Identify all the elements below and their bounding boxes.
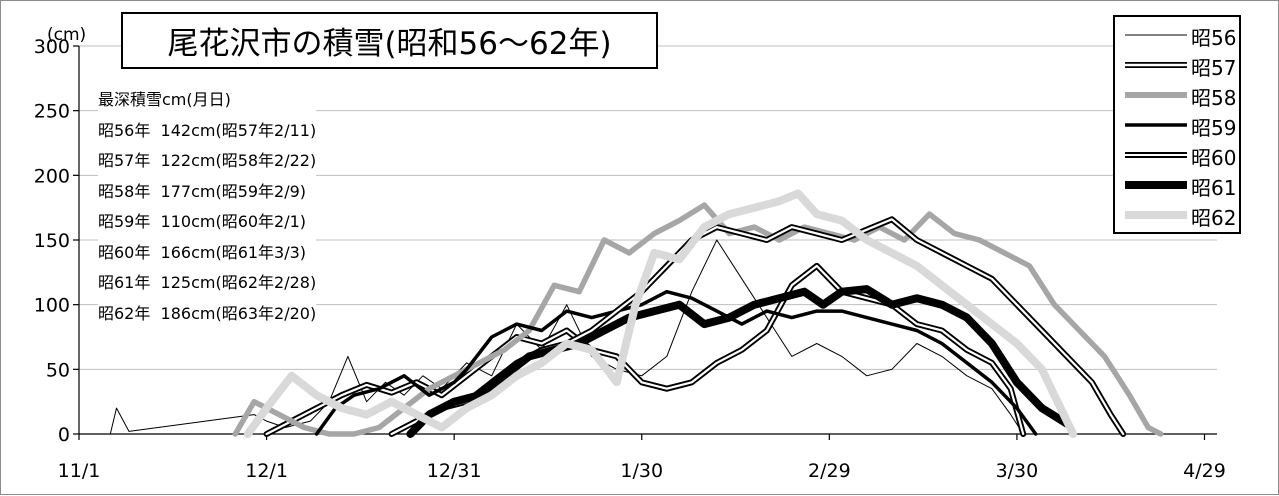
y-tick-label: 150: [34, 230, 70, 252]
legend-label: 昭62: [1191, 206, 1237, 230]
y-tick-label: 100: [34, 295, 70, 317]
y-tick-labels: 0 50 100 150 200 250 300: [34, 36, 70, 446]
note-line: 昭58年 177cm(昭59年2/9): [98, 181, 307, 201]
legend-label: 昭57: [1191, 56, 1237, 80]
note-line: 昭59年 110cm(昭60年2/1): [98, 212, 307, 231]
legend-label: 昭56: [1191, 26, 1237, 50]
series-昭61: [406, 285, 1071, 438]
series-line: [406, 285, 1071, 438]
x-tick-label: 2/29: [808, 460, 851, 482]
legend-swatch-thin: [1125, 34, 1187, 36]
series-昭56: [109, 239, 1024, 435]
y-tick-label: 50: [46, 359, 70, 381]
legend-swatch-double: [1125, 152, 1187, 158]
legend-label: 昭61: [1191, 176, 1237, 200]
y-tick-label: 0: [58, 424, 70, 446]
series-line: [314, 289, 1038, 436]
x-tick-label: 11/1: [58, 460, 101, 482]
chart-title: 尾花沢市の積雪(昭和56～62年): [121, 12, 658, 69]
legend: 昭56 昭57 昭58 昭59 昭60 昭61 昭62: [1113, 15, 1241, 234]
y-tick-label: 300: [34, 36, 70, 58]
y-tick-label: 200: [34, 165, 70, 187]
x-tick-labels: 11/1 12/1 12/31 1/30 2/29 3/30 4/29: [58, 460, 1226, 482]
note-line: 昭60年 166cm(昭61年3/3): [98, 242, 307, 262]
x-tick-label: 12/31: [427, 460, 482, 482]
legend-item: 昭60: [1123, 140, 1239, 170]
x-tick-label: 1/30: [620, 460, 663, 482]
legend-item: 昭59: [1123, 110, 1239, 140]
x-tick-label: 3/30: [996, 460, 1039, 482]
note-line: 昭56年 142cm(昭57年2/11): [98, 120, 317, 140]
legend-label: 昭59: [1191, 116, 1237, 140]
series-line-inner: [265, 264, 1025, 436]
chart-title-text: 尾花沢市の積雪(昭和56～62年): [167, 26, 612, 62]
series-昭58: [232, 202, 1164, 437]
legend-swatch-double: [1125, 62, 1187, 68]
series-昭57: [263, 262, 1027, 437]
legend-item: 昭57: [1123, 50, 1239, 80]
legend-swatch-bold: [1125, 181, 1187, 189]
y-axis-unit: (cm): [47, 25, 87, 45]
series-line: [109, 239, 1024, 435]
note-line: 昭57年 122cm(昭58年2/22): [98, 151, 317, 170]
legend-item: 昭56: [1123, 20, 1239, 50]
legend-label: 昭58: [1191, 86, 1237, 110]
x-tick-label: 12/1: [245, 460, 288, 482]
legend-label: 昭60: [1191, 146, 1237, 170]
max-snow-notes: 最深積雪cm(月日) 昭56年 142cm(昭57年2/11) 昭57年 122…: [98, 85, 317, 329]
x-tick-label: 4/29: [1183, 460, 1226, 482]
series-昭62: [243, 189, 1078, 438]
series-昭59: [314, 289, 1038, 436]
legend-item: 昭62: [1123, 200, 1239, 230]
legend-item: 昭58: [1123, 80, 1239, 110]
note-line: 昭61年 125cm(昭62年2/28): [98, 273, 317, 292]
series-line: [243, 189, 1078, 438]
legend-swatch-black: [1125, 123, 1187, 127]
legend-item: 昭61: [1123, 170, 1239, 200]
y-tick-label: 250: [34, 101, 70, 123]
legend-swatch-gray: [1125, 92, 1187, 98]
series-layer: [109, 189, 1164, 438]
series-line: [232, 202, 1164, 437]
legend-swatch-light: [1125, 211, 1187, 219]
notes-title: 最深積雪cm(月日): [98, 90, 231, 109]
note-line: 昭62年 186cm(昭63年2/20): [98, 303, 317, 323]
